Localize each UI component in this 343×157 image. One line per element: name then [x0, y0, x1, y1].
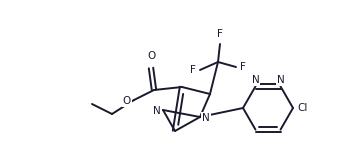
Text: F: F — [190, 65, 196, 75]
Text: N: N — [153, 106, 161, 116]
Text: F: F — [240, 62, 246, 72]
Text: N: N — [202, 113, 210, 123]
Text: O: O — [147, 51, 155, 61]
Text: Cl: Cl — [297, 103, 307, 113]
Text: N: N — [252, 75, 259, 85]
Text: N: N — [276, 75, 284, 85]
Text: O: O — [123, 96, 131, 106]
Text: F: F — [217, 29, 223, 39]
